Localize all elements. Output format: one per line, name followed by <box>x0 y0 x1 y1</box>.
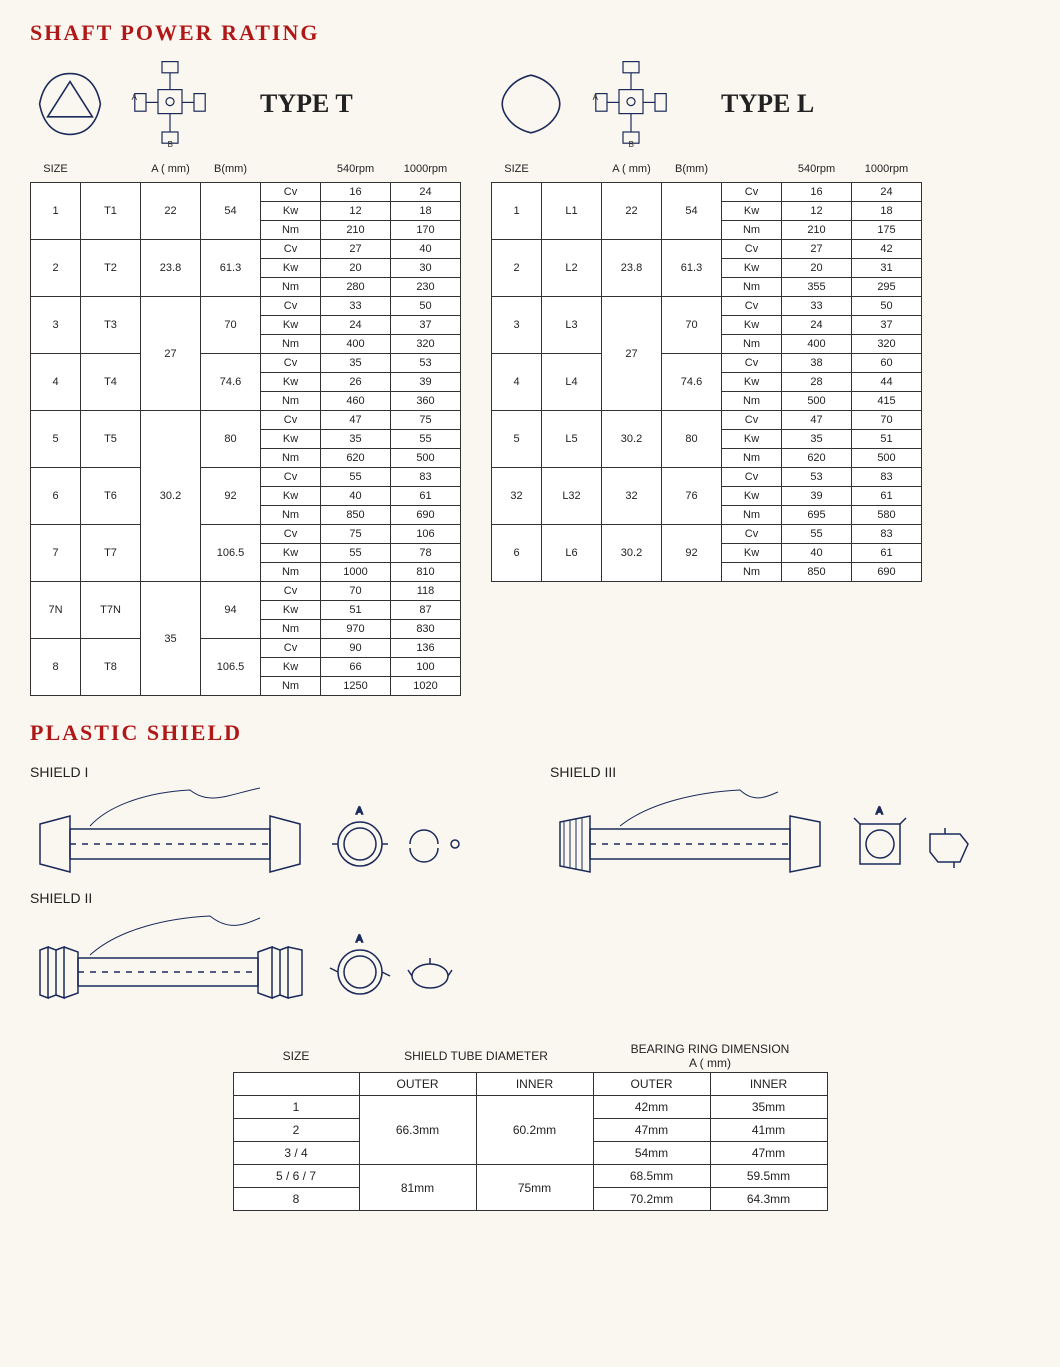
shield-2-icon: A <box>30 910 470 1020</box>
table-row: 7T7106.5Cv75106 <box>31 525 461 544</box>
svg-text:A: A <box>876 806 883 817</box>
shield-table: SIZESHIELD TUBE DIAMETERBEARING RING DIM… <box>233 1040 828 1211</box>
table-row: 2T223.861.3Cv2740 <box>31 240 461 259</box>
table-row: 3L32770Cv3350 <box>492 297 922 316</box>
table-row: 5 / 6 / 781mm75mm68.5mm59.5mm <box>233 1165 827 1188</box>
cross-joint-t-icon: A B <box>130 59 210 149</box>
table-row: 3T32770Cv3350 <box>31 297 461 316</box>
table-row: 1T12254Cv1624 <box>31 183 461 202</box>
table-row: 2L223.861.3Cv2742 <box>492 240 922 259</box>
svg-text:A: A <box>356 806 363 817</box>
svg-text:A: A <box>356 934 363 945</box>
table-row: 1L12254Cv1624 <box>492 183 922 202</box>
shield-3-label: SHIELD III <box>550 764 1030 780</box>
table-row: 5L530.280Cv4770 <box>492 411 922 430</box>
profile-l-icon <box>491 64 571 144</box>
table-row: 6L630.292Cv5583 <box>492 525 922 544</box>
type-t-table: SIZEA ( mm)B(mm)540rpm1000rpm1T12254Cv16… <box>30 160 461 696</box>
table-row: 32L323276Cv5383 <box>492 468 922 487</box>
svg-text:B: B <box>168 140 173 149</box>
shield-2-label: SHIELD II <box>30 890 510 906</box>
type-l-block: A B TYPE L SIZEA ( mm)B(mm)540rpm1000rpm… <box>491 54 922 582</box>
section-title-plastic: PLASTIC SHIELD <box>30 720 1030 746</box>
table-row: 4L474.6Cv3860 <box>492 354 922 373</box>
cross-joint-l-icon: A B <box>591 59 671 149</box>
shield-1-label: SHIELD I <box>30 764 510 780</box>
type-l-label: TYPE L <box>721 89 814 119</box>
table-row: 6T692Cv5583 <box>31 468 461 487</box>
power-tables-row: A B TYPE T SIZEA ( mm)B(mm)540rpm1000rpm… <box>30 54 1030 696</box>
svg-text:A: A <box>132 93 138 102</box>
svg-text:B: B <box>629 140 634 149</box>
table-row: 4T474.6Cv3553 <box>31 354 461 373</box>
table-row: 5T530.280Cv4775 <box>31 411 461 430</box>
profile-t-icon <box>30 64 110 144</box>
shield-3-icon: A <box>550 784 990 884</box>
table-row: 166.3mm60.2mm42mm35mm <box>233 1096 827 1119</box>
type-t-label: TYPE T <box>260 89 353 119</box>
svg-text:A: A <box>593 93 599 102</box>
section-title-shaft: SHAFT POWER RATING <box>30 20 1030 46</box>
table-row: 8T8106.5Cv90136 <box>31 639 461 658</box>
shield-1-icon: A <box>30 784 470 884</box>
type-l-table: SIZEA ( mm)B(mm)540rpm1000rpm1L12254Cv16… <box>491 160 922 582</box>
type-t-block: A B TYPE T SIZEA ( mm)B(mm)540rpm1000rpm… <box>30 54 461 696</box>
table-row: 7NT7N3594Cv70118 <box>31 582 461 601</box>
shields-row: SHIELD I A SHIELD II <box>30 758 1030 1020</box>
